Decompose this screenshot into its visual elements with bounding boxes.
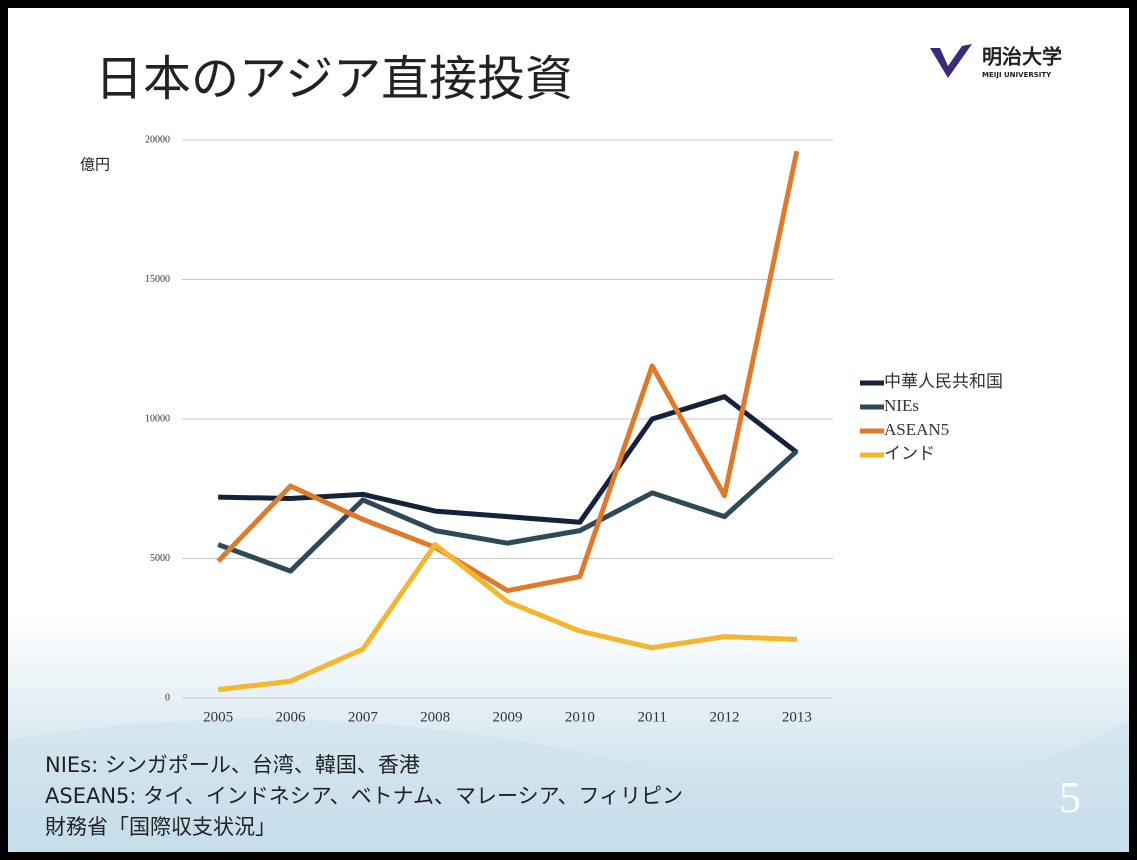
logo-mark: [930, 44, 972, 78]
x-tick-label: 2006: [276, 709, 307, 725]
page-number: 5: [1059, 773, 1081, 822]
x-tick-label: 2009: [493, 709, 523, 725]
legend-label: インド: [884, 444, 935, 463]
x-tick-label: 2007: [348, 709, 379, 725]
slide-title: 日本のアジア直接投資: [95, 51, 573, 107]
footnote: NIEs: シンガポール、台湾、韓国、香港: [45, 753, 420, 777]
footnote: ASEAN5: タイ、インドネシア、ベトナム、マレーシア、フィリピン: [45, 784, 683, 808]
logo-sub: MEIJI UNIVERSITY: [982, 71, 1052, 79]
series-line: [217, 542, 797, 693]
wave: [8, 719, 1129, 852]
y-tick-label: 0: [165, 692, 170, 703]
y-tick-label: 5000: [150, 553, 170, 564]
x-tick-label: 2008: [420, 709, 450, 725]
x-tick-label: 2010: [565, 709, 595, 725]
x-tick-label: 2012: [710, 709, 740, 725]
legend-label: 中華人民共和国: [884, 372, 1003, 391]
logo-name: 明治大学: [982, 45, 1062, 69]
x-tick-label: 2011: [637, 709, 666, 725]
y-tick-label: 10000: [145, 413, 170, 424]
x-tick-label: 2013: [782, 709, 812, 725]
footnote: 財務省「国際収支状況」: [45, 815, 276, 839]
y-tick-label: 15000: [145, 274, 170, 285]
x-tick-label: 2005: [203, 709, 233, 725]
legend-label: ASEAN5: [884, 420, 949, 439]
series-line: [217, 449, 799, 574]
slide-background: [8, 8, 1129, 852]
series-line: [216, 150, 800, 594]
y-axis-label: 億円: [80, 156, 110, 174]
y-tick-label: 20000: [145, 134, 170, 145]
legend-label: NIEs: [884, 396, 919, 415]
